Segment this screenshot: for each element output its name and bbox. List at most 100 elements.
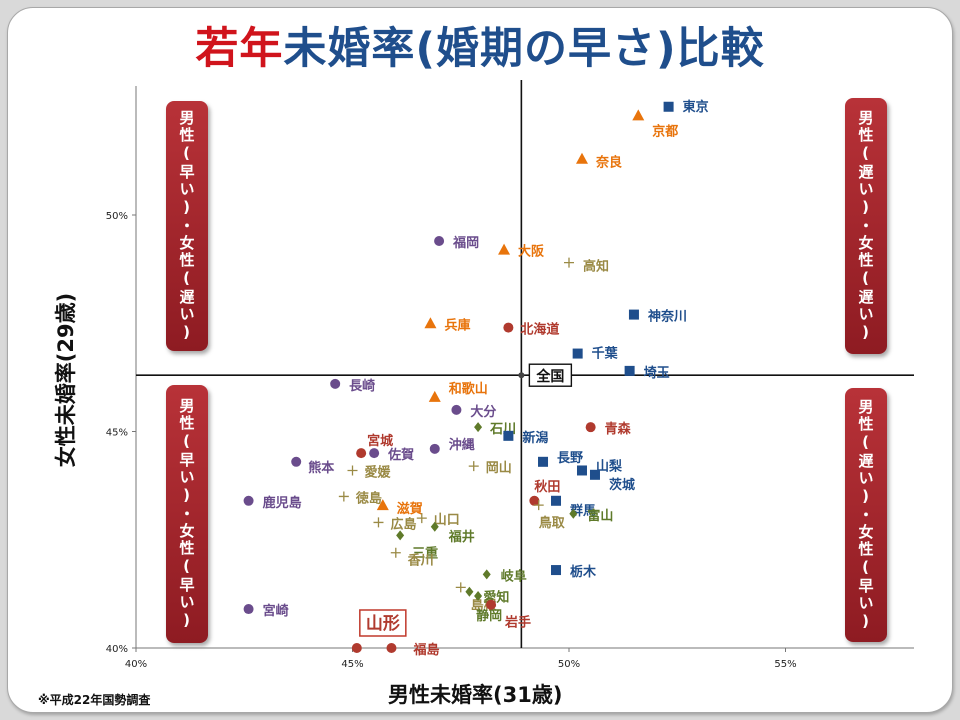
data-point-circle [429, 443, 440, 454]
data-point-label: 福岡 [452, 235, 479, 251]
data-point-label: 兵庫 [444, 317, 470, 333]
data-point-label: 岐阜 [501, 568, 527, 584]
data-point-label: 東京 [683, 99, 709, 115]
y-tick-label: 45% [106, 428, 128, 439]
data-point-circle [503, 322, 514, 333]
data-point-label: 大分 [470, 404, 496, 420]
data-point-label: 千葉 [592, 346, 619, 362]
quadrant-label-bottom-left: 男性(早い)・女性(早い) [166, 385, 208, 643]
data-point-label: 静岡 [476, 608, 502, 624]
data-point-circle [486, 599, 497, 610]
data-point-label: 三重 [412, 545, 438, 561]
data-point-plus [533, 500, 544, 511]
title-highlight: 若年 [195, 24, 284, 74]
title-main: 未婚率(婚期の早さ)比較 [283, 24, 765, 74]
y-tick-label: 50% [106, 211, 128, 222]
data-point-label: 宮崎 [263, 603, 289, 619]
data-point-label: 長崎 [349, 378, 375, 394]
data-point-circle [585, 422, 596, 433]
data-point-label: 茨城 [609, 477, 635, 493]
data-point-label: 徳島 [355, 490, 382, 506]
data-point-square [572, 348, 583, 359]
data-point-square [503, 430, 514, 441]
data-point-circle [330, 378, 341, 389]
data-point-diamond [430, 521, 439, 532]
data-point-label: 宮城 [367, 433, 393, 449]
data-point-label: 岩手 [504, 615, 531, 631]
data-point-circle [451, 404, 462, 415]
x-axis-label: 男性未婚率(31歳) [388, 683, 563, 707]
data-point-circle [529, 495, 540, 506]
data-point-label: 秋田 [534, 479, 560, 495]
data-point-plus [564, 257, 574, 268]
data-point-diamond [465, 586, 474, 597]
quadrant-label-top-right: 男性(遅い)・女性(遅い) [845, 98, 887, 354]
data-point-label: 岡山 [486, 460, 512, 476]
data-point-label: 神奈川 [648, 309, 687, 325]
data-point-label: 鹿児島 [263, 495, 302, 511]
data-point-label: 福島 [412, 642, 439, 658]
data-point-square [551, 565, 562, 576]
data-point-label: 栃木 [570, 564, 597, 580]
page-title: 若年未婚率(婚期の早さ)比較 [8, 14, 952, 76]
data-point-label: 新潟 [522, 430, 548, 446]
data-point-triangle [575, 152, 588, 164]
data-point-label: 沖縄 [449, 437, 475, 453]
source-note: ※平成22年国勢調査 [38, 693, 151, 707]
x-tick-label: 45% [341, 659, 363, 670]
data-point-circle [243, 495, 254, 506]
data-point-circle [369, 448, 380, 459]
highlight-label-box [359, 609, 407, 637]
data-point-circle [434, 235, 445, 246]
data-point-label: 香川 [407, 553, 434, 569]
data-point-plus [416, 513, 427, 524]
data-point-triangle [376, 499, 389, 511]
highlight-label: 山形 [366, 613, 400, 634]
data-point-label: 佐賀 [387, 447, 414, 463]
data-point-label: 埼玉 [644, 365, 670, 381]
data-point-plus [390, 547, 401, 558]
reference-point [518, 372, 525, 379]
data-point-circle [351, 643, 362, 653]
data-point-triangle [428, 390, 441, 402]
x-tick-label: 55% [774, 659, 796, 670]
data-point-label: 富山 [587, 508, 613, 524]
data-point-square [551, 495, 562, 506]
data-point-label: 高知 [583, 259, 609, 275]
data-point-label: 北海道 [520, 322, 559, 338]
data-point-label: 山梨 [596, 458, 623, 474]
reference-label-box [528, 363, 573, 387]
data-point-square [628, 309, 639, 320]
data-point-square [589, 469, 600, 480]
data-point-plus [468, 461, 479, 472]
data-point-label: 熊本 [308, 460, 334, 476]
data-point-label: 大阪 [518, 244, 545, 260]
y-tick-label: 40% [106, 644, 128, 655]
data-point-label: 京都 [652, 123, 678, 139]
x-tick-label: 50% [558, 659, 580, 670]
quadrant-label-top-left: 男性(早い)・女性(遅い) [166, 101, 208, 351]
data-point-diamond [482, 569, 491, 580]
data-point-circle [386, 643, 397, 653]
data-point-square [576, 465, 587, 476]
data-point-square [624, 365, 635, 376]
x-tick-label: 40% [125, 659, 147, 670]
reference-label: 全国 [535, 368, 564, 385]
data-point-label: 愛媛 [365, 464, 392, 480]
data-point-label: 鳥取 [539, 515, 566, 531]
data-point-diamond [396, 530, 405, 541]
data-point-plus [455, 582, 466, 593]
data-point-diamond [474, 422, 483, 433]
data-point-triangle [498, 243, 511, 255]
data-point-square [538, 456, 549, 467]
data-point-circle [291, 456, 302, 467]
data-point-circle [243, 604, 254, 615]
data-point-label: 福井 [448, 529, 475, 545]
data-point-diamond [569, 508, 578, 519]
data-point-label: 山口 [434, 512, 460, 528]
data-point-label: 滋賀 [397, 501, 423, 517]
data-point-plus [373, 517, 384, 528]
data-point-plus [338, 491, 349, 502]
data-point-diamond [474, 591, 483, 602]
